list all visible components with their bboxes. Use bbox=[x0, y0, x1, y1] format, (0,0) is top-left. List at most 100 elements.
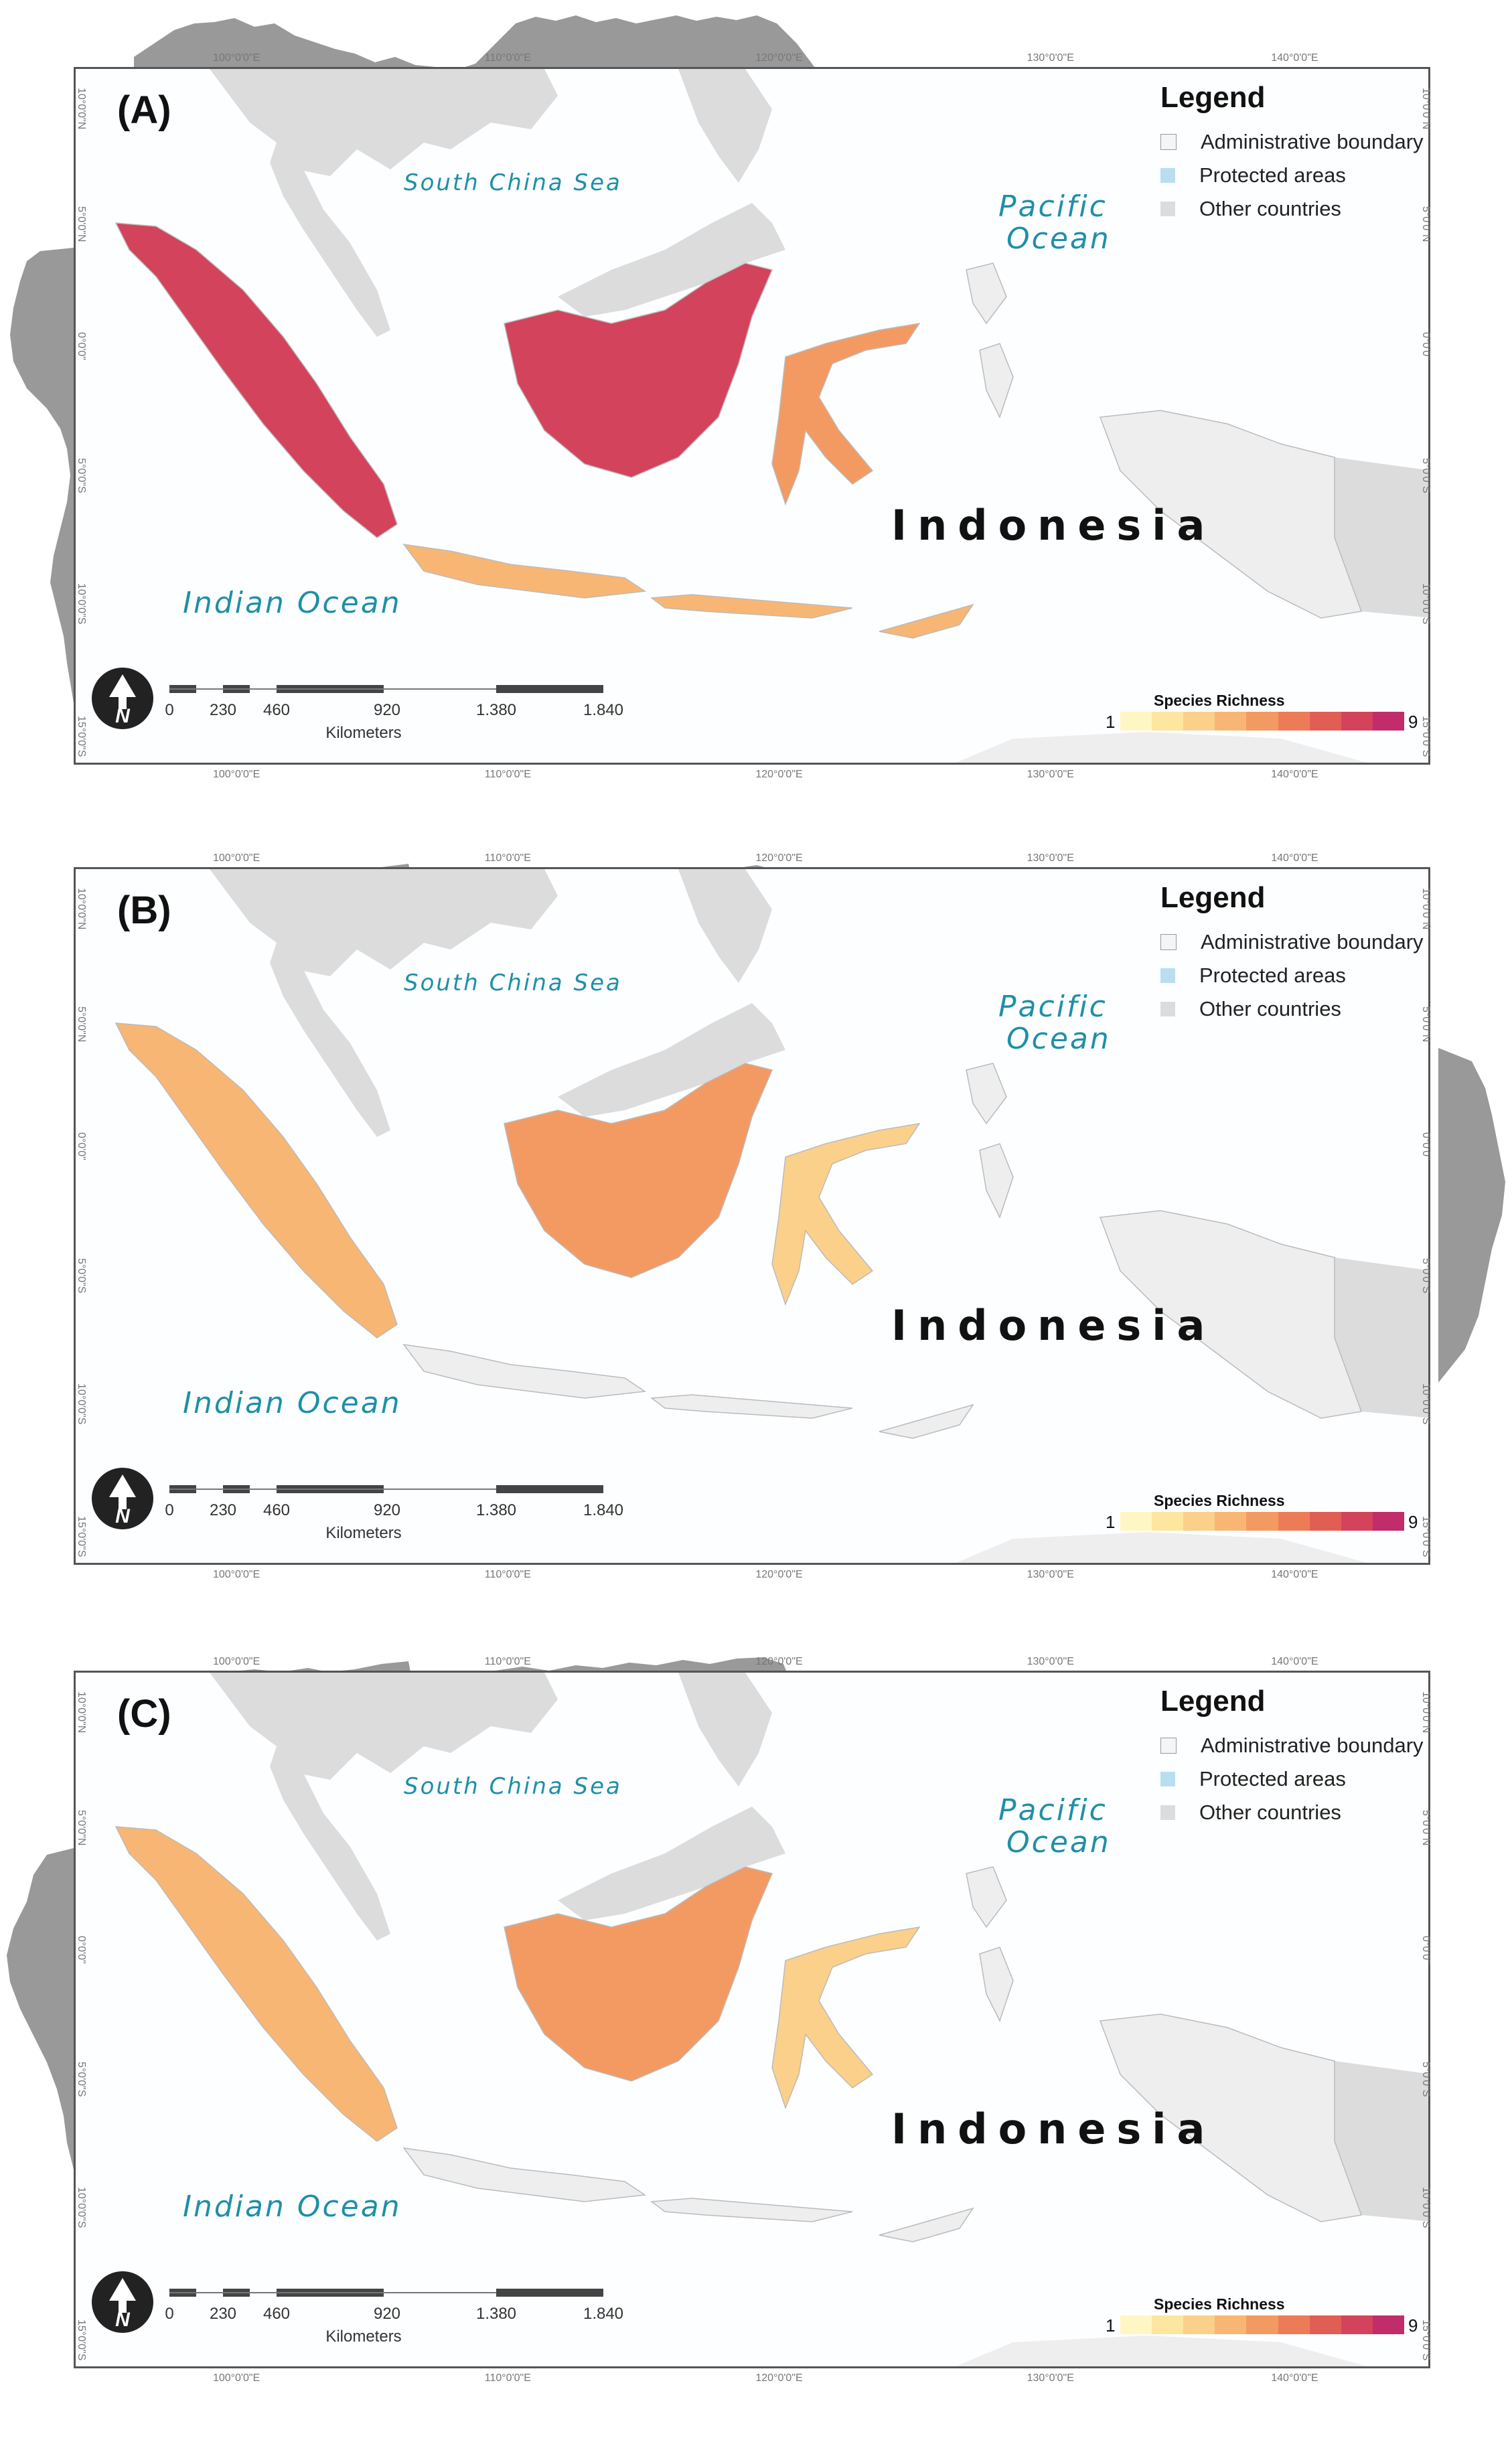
ramp-swatch bbox=[1246, 712, 1278, 731]
ramp-swatch bbox=[1372, 1512, 1404, 1531]
pacific-ocean-label-2: Ocean bbox=[1006, 1022, 1111, 1056]
scale-unit: Kilometers bbox=[325, 1524, 402, 1542]
scale-bar: 0 230 460 920 1.380 1.840 Kilometers bbox=[165, 1485, 623, 1545]
legend-item-label: Administrative boundary bbox=[1201, 930, 1424, 954]
ramp-swatch bbox=[1309, 2315, 1341, 2334]
latitude-tick: 0°0'0" bbox=[1420, 331, 1432, 360]
island-sumatra bbox=[115, 222, 398, 538]
svg-text:N: N bbox=[115, 2309, 131, 2331]
protected-areas-swatch bbox=[1160, 1772, 1175, 1786]
scale-tick: 460 bbox=[262, 1501, 291, 1519]
land-malay-peninsula bbox=[270, 143, 390, 337]
land-sabah-sarawak bbox=[558, 1807, 785, 1920]
latitude-tick: 0°0'0" bbox=[1420, 1132, 1432, 1160]
side-histogram bbox=[7, 1848, 74, 2169]
other-countries-swatch bbox=[1160, 1002, 1175, 1016]
longitude-tick: 120°0'0"E bbox=[755, 1656, 803, 1667]
latitude-tick: 15°0'0"S bbox=[76, 2319, 87, 2361]
land-sabah-sarawak bbox=[558, 1003, 785, 1117]
panel-c: (C) South China Sea Pacific Ocean Indian… bbox=[0, 1604, 1512, 2404]
longitude-tick: 110°0'0"E bbox=[484, 2372, 531, 2384]
longitude-tick: 130°0'0"E bbox=[1027, 2372, 1074, 2384]
latitude-tick: 5°0'0"S bbox=[76, 2061, 87, 2097]
pacific-ocean-label-2: Ocean bbox=[1006, 222, 1111, 256]
longitude-tick: 110°0'0"E bbox=[484, 769, 531, 780]
ramp-swatch bbox=[1246, 2315, 1278, 2334]
longitude-tick: 100°0'0"E bbox=[212, 1569, 260, 1580]
ramp-swatch bbox=[1341, 712, 1373, 731]
species-richness-legend: Species Richness 1 9 bbox=[1100, 692, 1422, 745]
latitude-tick: 10°0'0"S bbox=[1420, 583, 1432, 625]
latitude-tick: 0°0'0" bbox=[76, 1132, 87, 1160]
ramp-swatch bbox=[1278, 712, 1310, 731]
island-timor bbox=[879, 1403, 974, 1439]
map-frame: (C) South China Sea Pacific Ocean Indian… bbox=[74, 1671, 1430, 2368]
indonesia-label: Indonesia bbox=[891, 501, 1216, 550]
ramp-swatch bbox=[1246, 1512, 1278, 1531]
ramp-bar bbox=[1120, 2315, 1404, 2334]
indian-ocean-label: Indian Ocean bbox=[183, 586, 402, 620]
scale-tick: 1.840 bbox=[583, 1501, 624, 1519]
island-sulawesi bbox=[771, 322, 921, 506]
land-australia bbox=[956, 1532, 1367, 1563]
ramp-swatch bbox=[1341, 2315, 1373, 2334]
latitude-tick: 15°0'0"S bbox=[1420, 716, 1432, 757]
longitude-tick: 140°0'0"E bbox=[1271, 852, 1318, 864]
longitude-tick: 120°0'0"E bbox=[755, 769, 803, 780]
other-countries-swatch bbox=[1160, 202, 1175, 216]
latitude-tick: 5°0'0"N bbox=[76, 1810, 87, 1846]
island-nusa-tenggara bbox=[650, 594, 853, 619]
latitude-tick: 10°0'0"N bbox=[1420, 88, 1432, 130]
scale-bar-segments bbox=[169, 685, 605, 693]
scale-unit: Kilometers bbox=[325, 2328, 402, 2346]
legend: Legend Administrative boundary Protected… bbox=[1160, 881, 1428, 1026]
longitude-tick: 130°0'0"E bbox=[1027, 769, 1074, 780]
legend-item-label: Protected areas bbox=[1199, 964, 1346, 987]
legend-title: Legend bbox=[1160, 81, 1266, 114]
indonesia-label: Indonesia bbox=[891, 1301, 1216, 1350]
ramp-swatch bbox=[1183, 712, 1215, 731]
pacific-ocean-label-2: Ocean bbox=[1006, 1825, 1111, 1859]
panel-a: (A) South China Sea Pacific Ocean Indian… bbox=[0, 0, 1512, 800]
scale-tick: 230 bbox=[209, 2305, 237, 2323]
latitude-tick: 5°0'0"S bbox=[1420, 457, 1432, 493]
ramp-min: 1 bbox=[1106, 712, 1116, 732]
south-china-sea-label: South China Sea bbox=[404, 169, 622, 196]
island-papua bbox=[1099, 2013, 1363, 2222]
island-sulawesi bbox=[771, 1926, 921, 2110]
legend-item-protected: Protected areas bbox=[1160, 959, 1428, 992]
admin-boundary-swatch bbox=[1160, 134, 1177, 150]
scale-segment bbox=[496, 685, 603, 693]
pacific-ocean-label-1: Pacific bbox=[998, 189, 1108, 224]
ramp-swatch bbox=[1215, 2315, 1247, 2334]
island-halmahera bbox=[966, 1063, 1007, 1125]
longitude-tick: 140°0'0"E bbox=[1271, 2372, 1318, 2384]
legend-item-admin: Administrative boundary bbox=[1160, 125, 1428, 159]
land-mainland-asia bbox=[210, 869, 558, 976]
south-china-sea-label: South China Sea bbox=[404, 1773, 622, 1800]
legend-item-label: Protected areas bbox=[1199, 163, 1346, 187]
ramp-swatch bbox=[1278, 2315, 1310, 2334]
latitude-tick: 5°0'0"N bbox=[1420, 1810, 1432, 1846]
svg-text:N: N bbox=[115, 705, 131, 727]
ramp-swatch bbox=[1215, 712, 1247, 731]
scale-tick: 230 bbox=[209, 701, 237, 719]
island-timor bbox=[879, 603, 974, 639]
longitude-tick: 140°0'0"E bbox=[1271, 769, 1318, 780]
ramp-bar bbox=[1120, 1512, 1404, 1531]
admin-boundary-swatch bbox=[1160, 1738, 1177, 1754]
longitude-tick: 120°0'0"E bbox=[755, 52, 803, 64]
map-geography bbox=[115, 69, 1428, 763]
island-maluku bbox=[979, 1143, 1014, 1219]
longitude-tick: 110°0'0"E bbox=[484, 1656, 531, 1667]
land-png bbox=[1335, 1257, 1428, 1418]
legend-item-label: Administrative boundary bbox=[1201, 1734, 1424, 1757]
legend-item-protected: Protected areas bbox=[1160, 159, 1428, 192]
scale-line bbox=[169, 1489, 603, 1490]
scale-bar: 0 230 460 920 1.380 1.840 Kilometers bbox=[165, 2289, 623, 2349]
land-philippines bbox=[678, 69, 772, 183]
scale-tick: 0 bbox=[165, 701, 174, 719]
scale-tick: 1.380 bbox=[475, 701, 517, 719]
scale-tick: 1.380 bbox=[475, 1501, 517, 1519]
island-maluku bbox=[979, 343, 1014, 418]
